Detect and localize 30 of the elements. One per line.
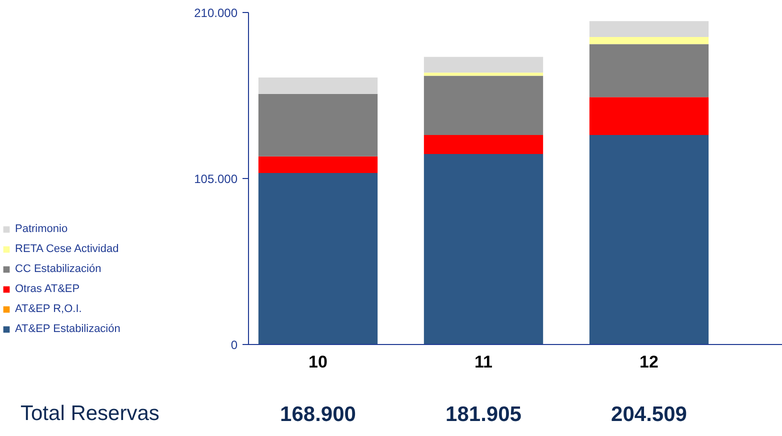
bar (589, 135, 709, 344)
legend-label: Patrimonio (15, 222, 68, 236)
total-label: 204.509 (611, 402, 687, 426)
legend-label: AT&EP R,O.I. (15, 302, 82, 316)
bar (424, 56, 544, 73)
y-tick-label: 0 (230, 338, 238, 352)
text: Total Reservas (20, 402, 160, 425)
bar (258, 156, 378, 173)
y-tick-label: 210.000 (194, 6, 238, 20)
x-tick-label: 12 (640, 352, 658, 372)
legend-label: CC Estabilización (15, 262, 102, 276)
legend-label: AT&EP Estabilización (15, 322, 120, 336)
legend-label: Otras AT&EP (15, 282, 80, 296)
x-tick-label: 10 (308, 352, 328, 372)
bar (424, 154, 544, 344)
bar (589, 97, 709, 136)
legend-label: RETA Cese Actividad (15, 242, 119, 256)
bar (589, 37, 709, 44)
x-tick-label: 11 (474, 352, 493, 372)
bar (589, 21, 709, 38)
bar (424, 72, 544, 76)
bar (258, 94, 378, 156)
y-tick-label: 105.000 (194, 172, 238, 186)
bar (258, 77, 378, 94)
bar (424, 76, 544, 136)
bar (424, 135, 544, 154)
total-label: 181.905 (446, 402, 522, 426)
bar (258, 172, 378, 344)
total-label: 168.900 (280, 402, 356, 426)
bar (589, 44, 709, 98)
